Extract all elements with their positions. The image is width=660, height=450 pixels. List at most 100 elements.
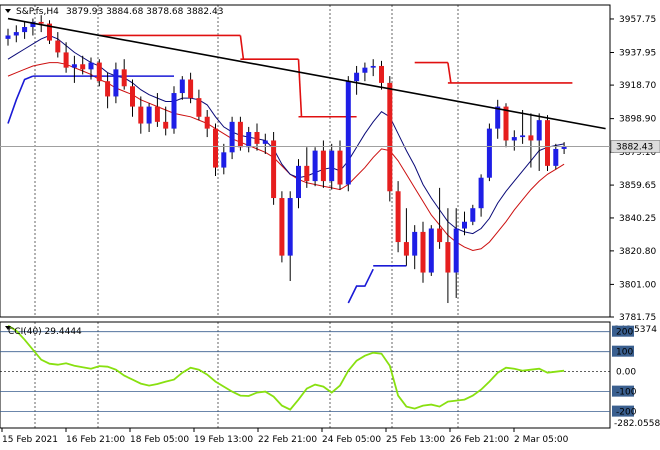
current-price-marker: 3882.43 [610, 140, 660, 153]
price-axis-label: 3840.25 [619, 214, 656, 224]
bullish-candle [511, 137, 517, 141]
bearish-candle [47, 23, 52, 41]
bullish-candle [495, 106, 501, 129]
bullish-candle [30, 21, 36, 28]
time-axis-label: 19 Feb 13:00 [194, 435, 253, 445]
cci-level-box [612, 325, 634, 337]
bearish-candle [437, 228, 443, 243]
time-axis-label: 25 Feb 13:00 [386, 435, 445, 445]
trendline[interactable] [7, 17, 606, 130]
price-axis-label: 3957.75 [619, 15, 656, 25]
bearish-candle [528, 135, 534, 141]
time-axis-label: 2 Mar 05:00 [514, 435, 569, 445]
bearish-candle [138, 106, 144, 124]
price-axis-label: 3898.90 [619, 115, 656, 125]
bearish-candle [121, 69, 127, 87]
bullish-candle [262, 140, 268, 144]
bearish-candle [403, 242, 409, 256]
resistance-step-connector [297, 59, 303, 117]
bearish-candle [445, 242, 451, 273]
bearish-candle [420, 231, 426, 273]
candlesticks [5, 15, 567, 304]
cci-level-label: 100 [616, 348, 633, 358]
bullish-candle [453, 228, 459, 273]
bullish-candle [478, 177, 484, 209]
time-axis-label: 18 Feb 05:00 [130, 435, 189, 445]
cci-title: CCI(40) 29.4444 [8, 327, 82, 337]
resistance-step-connector [239, 35, 245, 60]
price-axis-label: 3781.75 [619, 313, 656, 323]
bearish-candle [271, 140, 277, 199]
time-axis-label: 15 Feb 2021 [2, 435, 58, 445]
cci-level-label: 200 [616, 328, 633, 338]
cci-level-label: -100 [616, 388, 637, 398]
bullish-candle [462, 221, 467, 229]
bullish-candle [520, 135, 526, 138]
cci-level-labels: 200 100 0.00 -100 -200 [612, 325, 637, 418]
bearish-candle [55, 40, 61, 53]
bearish-candle [254, 132, 260, 144]
ohlc-values: 3879.93 3884.68 3878.68 3882.43 [66, 7, 223, 17]
time-axis-label: 24 Feb 05:00 [322, 435, 381, 445]
bullish-candle [88, 62, 94, 70]
bearish-candle [105, 81, 111, 97]
bearish-candle [320, 150, 326, 182]
bearish-candle [237, 121, 243, 148]
bullish-candle [354, 72, 360, 82]
cci-plot-area[interactable] [0, 321, 611, 429]
bullish-candle [179, 79, 185, 94]
price-axis-label: 3859.65 [619, 181, 656, 191]
bullish-candle [71, 64, 77, 68]
time-axis-label: 16 Feb 21:00 [66, 435, 125, 445]
bullish-candle [536, 120, 542, 141]
time-axis: 15 Feb 2021 16 Feb 21:00 18 Feb 05:00 19 Fe… [1, 428, 569, 445]
bearish-candle [154, 106, 160, 122]
bullish-candle [221, 152, 227, 168]
bearish-candle [96, 62, 102, 82]
bearish-candle [304, 165, 310, 182]
bearish-candle [38, 21, 44, 24]
cci-level-label: 0.00 [616, 368, 636, 378]
bullish-candle [345, 81, 351, 185]
bullish-candle [561, 146, 567, 149]
bullish-candle [428, 228, 434, 273]
bullish-candle [470, 208, 476, 222]
bearish-candle [80, 64, 86, 70]
bearish-candle [395, 191, 401, 243]
collapse-triangle-icon[interactable] [5, 9, 11, 13]
chart-header: S&P.fs,H4 3879.93 3884.68 3878.68 3882.4… [5, 7, 223, 17]
main-plot-area[interactable] [0, 4, 611, 318]
cci-header: CCI(40) 29.4444 [5, 326, 82, 337]
bearish-candle [337, 150, 343, 185]
bullish-candle [246, 132, 252, 148]
cci-triangle-icon[interactable] [5, 326, 11, 330]
time-axis-label: 22 Feb 21:00 [258, 435, 317, 445]
bullish-candle [287, 198, 293, 256]
price-axis-label: 3820.80 [619, 247, 656, 257]
cci-level-box [612, 405, 634, 417]
current-price-label: 3882.43 [616, 143, 653, 153]
bearish-candle [379, 65, 384, 83]
bullish-candle [113, 69, 119, 97]
cci-level-box [612, 385, 634, 397]
bullish-candle [146, 106, 152, 124]
trailing-stop-segment [7, 75, 34, 124]
bullish-candle [13, 32, 19, 36]
cci-level-label: -200 [616, 408, 637, 418]
symbol-timeframe: S&P.fs,H4 [16, 7, 59, 17]
bullish-candle [312, 150, 318, 182]
bearish-candle [63, 52, 69, 68]
bearish-candle [188, 79, 194, 99]
bearish-candle [163, 121, 169, 129]
bearish-candle [545, 120, 550, 166]
bullish-candle [22, 27, 28, 33]
bearish-candle [503, 106, 509, 141]
bullish-candle [329, 150, 335, 182]
time-axis-label: 26 Feb 21:00 [450, 435, 509, 445]
cci-max-label: 248.5374 [614, 325, 657, 335]
bearish-candle [196, 98, 202, 117]
bullish-candle [412, 231, 418, 256]
bullish-candle [229, 121, 235, 153]
bullish-candle [171, 93, 177, 129]
